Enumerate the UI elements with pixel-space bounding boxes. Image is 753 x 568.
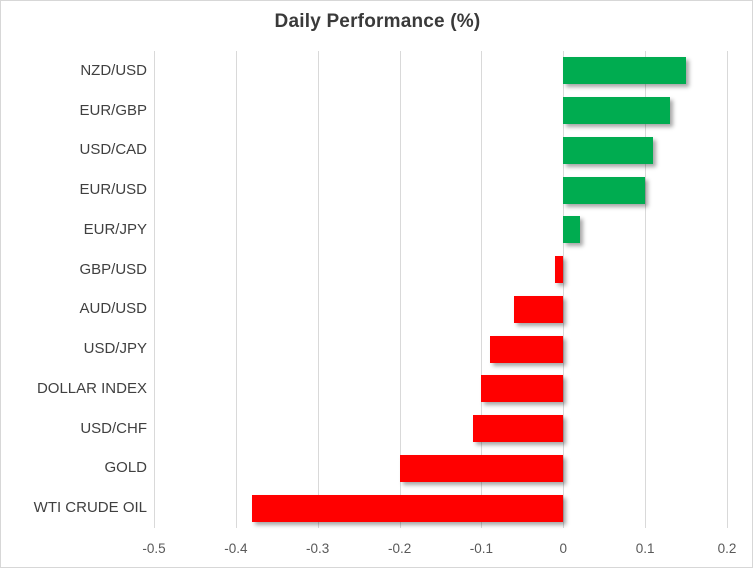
x-tick-label: -0.5: [142, 541, 166, 556]
bar-usd-cad: [563, 136, 654, 164]
bar-eur-jpy: [563, 216, 580, 244]
category-label: AUD/USD: [79, 300, 147, 318]
bar-nzd-usd: [563, 57, 687, 85]
bar-aud-usd: [514, 295, 564, 323]
gridline: [727, 51, 728, 528]
gridline: [235, 51, 237, 528]
bar-dollar-index: [481, 375, 564, 403]
gridline: [154, 51, 155, 528]
category-label: NZD/USD: [80, 61, 147, 79]
category-label: EUR/JPY: [83, 220, 147, 238]
bar-gbp-usd: [555, 256, 564, 284]
category-label: USD/CHF: [80, 419, 147, 437]
bar-eur-gbp: [563, 97, 670, 125]
x-tick-label: -0.2: [387, 541, 412, 556]
category-label: GOLD: [104, 459, 147, 477]
category-label: GBP/USD: [79, 260, 147, 278]
bar-usd-jpy: [489, 335, 564, 363]
x-tick-label: -0.1: [469, 541, 494, 556]
bar-eur-usd: [563, 176, 646, 204]
x-tick-label: -0.4: [224, 541, 248, 556]
gridline: [317, 51, 319, 528]
category-label: EUR/USD: [79, 181, 147, 199]
x-tick-label: -0.3: [306, 541, 330, 556]
category-label: DOLLAR INDEX: [36, 379, 147, 397]
category-label: USD/JPY: [83, 340, 147, 358]
chart-title: Daily Performance (%): [274, 11, 481, 32]
bar-usd-chf: [473, 415, 564, 443]
category-label: EUR/GBP: [79, 101, 147, 119]
bar-gold: [399, 454, 564, 482]
x-tick-label: 0.1: [635, 541, 655, 556]
x-tick-label: 0.2: [717, 541, 737, 556]
bar-wti-crude-oil: [252, 494, 564, 522]
x-tick-label: 0: [559, 541, 568, 556]
category-label: WTI CRUDE OIL: [33, 499, 147, 517]
category-label: USD/CAD: [79, 141, 147, 159]
